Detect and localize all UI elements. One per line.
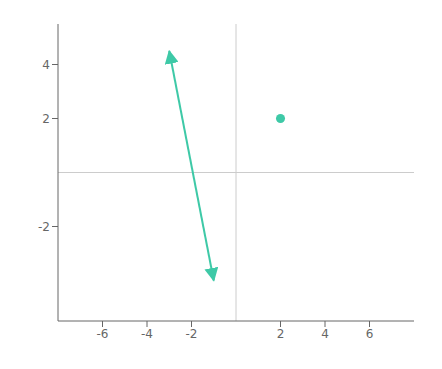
svg-text:-4: -4	[141, 327, 153, 341]
svg-text:2: 2	[277, 327, 285, 341]
svg-text:2: 2	[42, 112, 50, 126]
svg-text:-2: -2	[186, 327, 198, 341]
svg-text:4: 4	[42, 58, 50, 72]
svg-text:-2: -2	[38, 220, 50, 234]
svg-text:4: 4	[321, 327, 329, 341]
svg-text:6: 6	[366, 327, 374, 341]
svg-text:-6: -6	[97, 327, 109, 341]
